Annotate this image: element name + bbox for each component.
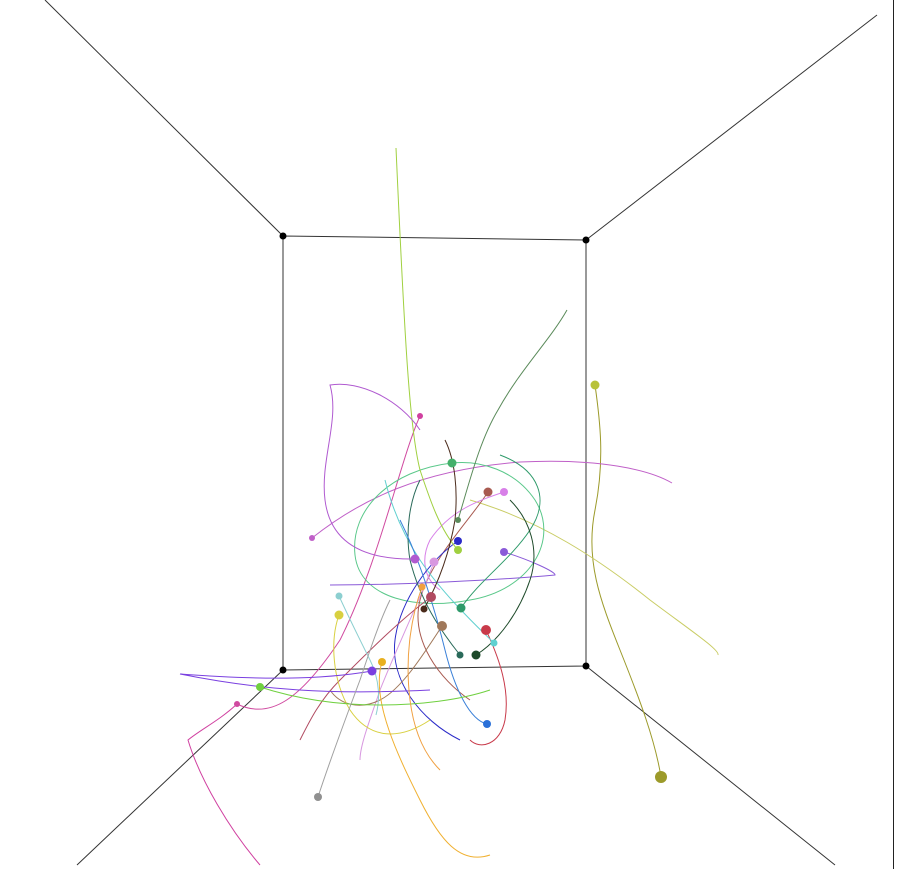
particle bbox=[455, 517, 461, 523]
particle bbox=[314, 793, 322, 801]
box-corner-top-left bbox=[279, 232, 287, 240]
particle bbox=[417, 413, 423, 419]
particle-trail bbox=[475, 499, 535, 656]
back-face bbox=[282, 235, 587, 671]
particle bbox=[655, 771, 667, 783]
particle bbox=[447, 458, 457, 468]
particle bbox=[334, 610, 344, 620]
particle-trail bbox=[333, 614, 431, 735]
particle bbox=[309, 535, 315, 541]
particle-trail bbox=[323, 383, 421, 560]
particle bbox=[437, 621, 447, 631]
particle bbox=[454, 546, 462, 554]
particle bbox=[500, 548, 508, 556]
particle bbox=[420, 605, 428, 613]
particle bbox=[483, 720, 491, 728]
particle-trail bbox=[317, 599, 391, 798]
particle bbox=[590, 380, 600, 390]
box-edges bbox=[44, 0, 878, 866]
particle-trail bbox=[378, 661, 491, 858]
particle-trail bbox=[311, 460, 673, 539]
particle-trail bbox=[187, 703, 261, 866]
particle bbox=[483, 487, 493, 497]
particle bbox=[418, 583, 426, 591]
particle bbox=[481, 625, 491, 635]
particle-trail bbox=[329, 625, 443, 706]
particle bbox=[426, 592, 436, 602]
particle-trail bbox=[417, 491, 489, 701]
particle bbox=[410, 554, 420, 564]
particle bbox=[471, 650, 481, 660]
particle bbox=[456, 603, 466, 613]
particle bbox=[378, 658, 386, 666]
particle-trail bbox=[338, 595, 379, 716]
particle bbox=[456, 651, 464, 659]
particle bbox=[335, 592, 343, 600]
particle-trail bbox=[236, 415, 421, 710]
particle-trail bbox=[591, 384, 662, 778]
particle-trail bbox=[354, 462, 545, 605]
particle-trail bbox=[469, 499, 719, 656]
particle bbox=[429, 557, 439, 567]
particle-trail bbox=[259, 686, 491, 706]
particle-trail bbox=[407, 586, 441, 771]
particle-trail bbox=[395, 147, 459, 551]
box-corners bbox=[279, 232, 590, 674]
box-corner-bottom-right bbox=[582, 662, 590, 670]
particle-trail bbox=[460, 454, 541, 609]
particle bbox=[256, 683, 264, 691]
box-edge-bottom-left bbox=[76, 669, 284, 866]
trails bbox=[179, 147, 719, 866]
box-corner-top-right bbox=[582, 236, 590, 244]
particle bbox=[490, 639, 498, 647]
particle-trail bbox=[469, 629, 507, 746]
box-corner-bottom-left bbox=[279, 666, 287, 674]
particle bbox=[367, 666, 377, 676]
box-edge-bottom-right bbox=[585, 665, 836, 866]
particle bbox=[454, 537, 462, 545]
particle-trail bbox=[179, 670, 431, 693]
particles bbox=[234, 380, 667, 801]
box-edge-top-right bbox=[585, 14, 878, 241]
particle-trail bbox=[359, 561, 435, 761]
particle bbox=[234, 701, 240, 707]
particle-trail bbox=[384, 479, 495, 644]
particle-trail bbox=[329, 551, 556, 586]
particle-trail bbox=[457, 309, 568, 521]
particle-trail bbox=[407, 479, 461, 656]
box-edge-top-left bbox=[44, 0, 284, 237]
particle bbox=[500, 488, 508, 496]
particle-trail bbox=[299, 596, 432, 741]
canvas-border bbox=[893, 0, 894, 869]
